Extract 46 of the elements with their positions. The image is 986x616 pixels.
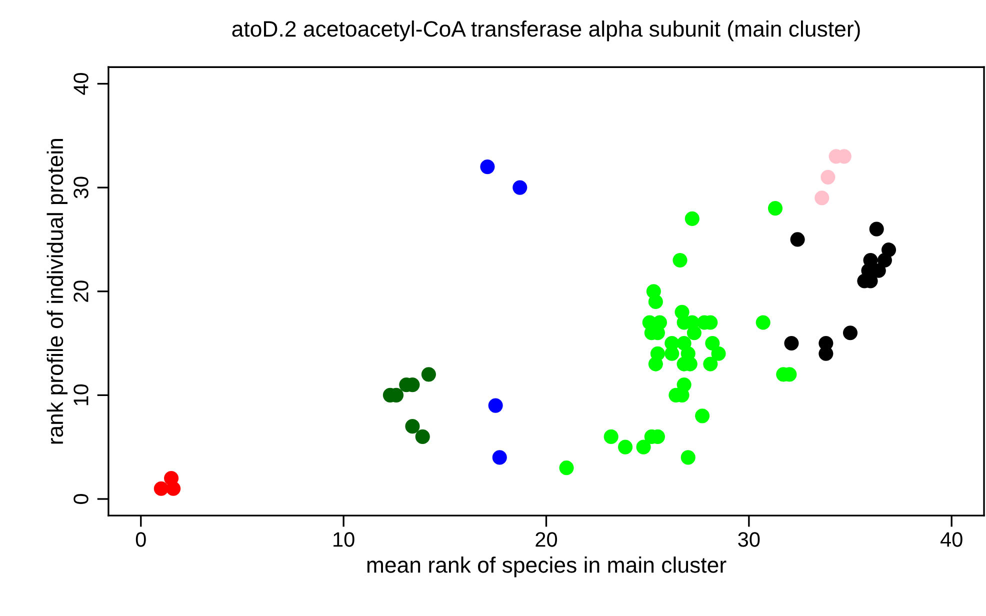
point [869, 222, 884, 236]
point [684, 211, 700, 226]
point [154, 481, 168, 496]
point [618, 440, 633, 454]
point [877, 252, 892, 268]
x-tick-label: 20 [536, 532, 558, 547]
point [421, 367, 436, 382]
point [695, 408, 710, 424]
point [756, 315, 770, 330]
x-tick-label: 30 [738, 532, 760, 547]
point [480, 160, 495, 174]
point [814, 190, 830, 206]
point [711, 346, 726, 361]
point [686, 326, 702, 340]
point [636, 440, 651, 454]
point [559, 460, 574, 476]
point [648, 294, 663, 310]
point [768, 201, 783, 216]
point [818, 346, 834, 361]
y-tick-label: 10 [74, 384, 88, 406]
y-tick-label: 40 [74, 72, 88, 95]
point [512, 180, 528, 195]
point [680, 450, 696, 465]
y-tick-label: 20 [74, 280, 88, 302]
point [820, 170, 836, 184]
point [488, 398, 503, 413]
point [784, 336, 799, 351]
point [415, 429, 430, 444]
y-tick-label: 0 [74, 494, 88, 504]
point [648, 356, 663, 372]
x-axis-title: mean rank of species in main cluster [367, 556, 726, 578]
x-tick-label: 40 [940, 532, 962, 547]
chart-title: atoD.2 acetoacetyl-CoA transferase alpha subunit (main cluster) [232, 20, 860, 42]
x-tick-label: 10 [334, 532, 354, 547]
y-tick-label: 30 [74, 176, 88, 198]
point [166, 481, 181, 496]
point [604, 429, 618, 444]
point [664, 346, 680, 361]
x-tick-label: 0 [136, 532, 146, 547]
point [492, 450, 507, 465]
point [672, 252, 688, 268]
point [405, 419, 420, 434]
y-axis-title: rank profile of individual protein [46, 139, 68, 444]
point [790, 232, 805, 247]
point [703, 356, 718, 372]
point [842, 326, 858, 340]
